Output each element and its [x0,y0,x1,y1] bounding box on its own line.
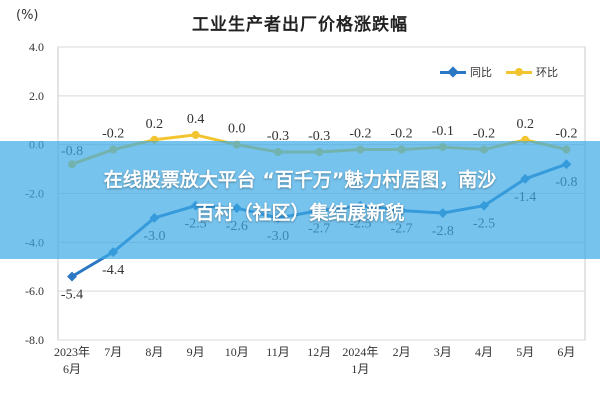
legend-yoy-label: 同比 [470,66,492,79]
legend-item-mom: 环比 [506,64,558,80]
x-tick-label: 4月 [475,345,493,359]
x-tick-label: 8月 [145,345,163,359]
data-label-mom: -0.3 [308,129,330,144]
data-label-mom: -0.1 [432,124,454,139]
data-label-mom: 0.0 [228,122,246,137]
y-axis-unit: (%) [16,8,39,23]
x-tick-label: 6月 [557,345,575,359]
x-tick-label: 10月 [225,345,249,359]
x-tick-label: 6月 [63,362,81,376]
chart-legend: 同比 环比 [440,64,572,80]
data-label-yoy: -4.4 [102,263,124,278]
y-tick-label: -8.0 [25,333,44,347]
y-tick-label: 4.0 [29,40,44,54]
marker-mom [191,130,200,139]
legend-mom-swatch [506,65,532,79]
data-label-mom: 0.4 [187,112,205,127]
data-label-mom: 0.2 [146,117,164,132]
data-label-mom: -0.2 [473,127,495,142]
legend-mom-label: 环比 [536,66,558,79]
legend-yoy-swatch [440,65,466,79]
x-tick-label: 12月 [307,345,331,359]
x-tick-label: 2月 [393,345,411,359]
x-tick-label: 11月 [266,345,290,359]
data-label-mom: -0.2 [349,127,371,142]
x-tick-label: 5月 [516,345,534,359]
x-tick-label: 2023年 [54,345,90,359]
data-label-mom: -0.2 [391,127,413,142]
chart-title: 工业生产者出厂价格涨跌幅 [192,15,408,35]
x-tick-label: 3月 [434,345,452,359]
data-label-mom: -0.2 [102,127,124,142]
banner-headline[interactable]: 在线股票放大平台 “百千万”魅力村居图，南沙 百村（社区）集结展新貌 [0,164,600,230]
data-label-mom: 0.2 [516,117,534,132]
banner-line-2: 百村（社区）集结展新貌 [195,202,405,224]
article-banner[interactable] [0,141,600,259]
x-tick-label: 1月 [351,362,369,376]
x-tick-label: 2024年 [342,345,378,359]
y-tick-label: -6.0 [25,284,44,298]
x-tick-label: 9月 [187,345,205,359]
x-tick-label: 7月 [104,345,122,359]
data-label-mom: -0.3 [267,129,289,144]
legend-item-yoy: 同比 [440,64,492,80]
y-tick-label: 2.0 [29,89,44,103]
banner-line-1: 在线股票放大平台 “百千万”魅力村居图，南沙 [103,169,497,191]
data-label-yoy: -5.4 [61,288,83,303]
data-label-mom: -0.2 [555,127,577,142]
